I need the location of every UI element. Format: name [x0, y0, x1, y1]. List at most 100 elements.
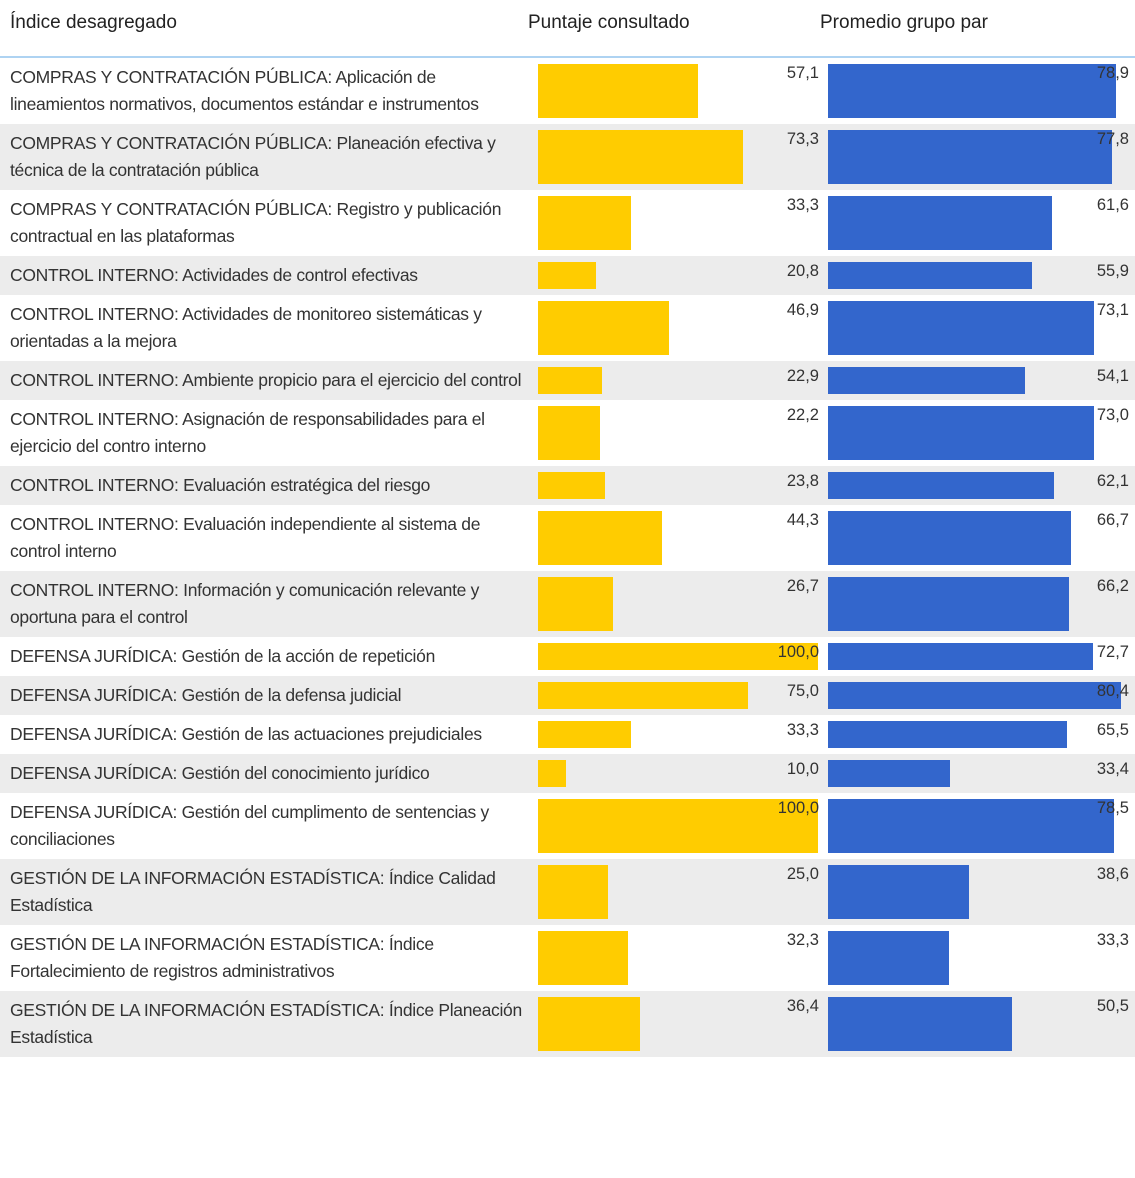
score-bar	[538, 301, 670, 355]
table-row: DEFENSA JURÍDICA: Gestión de la acción d…	[0, 637, 1135, 676]
row-label: GESTIÓN DE LA INFORMACIÓN ESTADÍSTICA: Í…	[10, 934, 434, 981]
peer-cell: 73,1	[828, 295, 1135, 361]
peer-cell: 65,5	[828, 715, 1135, 754]
peer-value: 61,6	[1096, 196, 1129, 214]
peer-cell: 78,9	[828, 58, 1135, 124]
score-cell: 75,0	[538, 676, 828, 715]
peer-bar	[828, 301, 1095, 355]
score-value: 20,8	[786, 262, 819, 280]
row-label: CONTROL INTERNO: Asignación de responsab…	[10, 409, 485, 456]
score-bar	[538, 130, 744, 184]
score-value: 25,0	[786, 865, 819, 883]
peer-bar	[828, 931, 950, 985]
score-cell: 33,3	[538, 190, 828, 256]
score-bar	[538, 64, 698, 118]
table-row: GESTIÓN DE LA INFORMACIÓN ESTADÍSTICA: Í…	[0, 925, 1135, 991]
score-value: 23,8	[786, 472, 819, 490]
table-row: CONTROL INTERNO: Asignación de responsab…	[0, 400, 1135, 466]
peer-value: 38,6	[1096, 865, 1129, 883]
column-header: Índice desagregado	[10, 12, 177, 33]
score-bar	[538, 472, 605, 499]
peer-cell: 61,6	[828, 190, 1135, 256]
peer-cell: 55,9	[828, 256, 1135, 295]
peer-value: 62,1	[1096, 472, 1129, 490]
peer-bar	[828, 799, 1115, 853]
peer-bar	[828, 130, 1112, 184]
header-row: Índice desagregado Puntaje consultado Pr…	[0, 0, 1135, 58]
peer-cell: 54,1	[828, 361, 1135, 400]
score-cell: 25,0	[538, 859, 828, 925]
table-row: CONTROL INTERNO: Actividades de control …	[0, 256, 1135, 295]
row-label: DEFENSA JURÍDICA: Gestión de la acción d…	[10, 646, 436, 666]
score-bar	[538, 682, 748, 709]
score-cell: 32,3	[538, 925, 828, 991]
row-label: DEFENSA JURÍDICA: Gestión del cumpliment…	[10, 802, 489, 849]
score-cell: 44,3	[538, 505, 828, 571]
peer-value: 66,7	[1096, 511, 1129, 529]
score-value: 44,3	[786, 511, 819, 529]
score-cell: 23,8	[538, 466, 828, 505]
peer-cell: 78,5	[828, 793, 1135, 859]
row-label: DEFENSA JURÍDICA: Gestión de la defensa …	[10, 685, 402, 705]
table-row: GESTIÓN DE LA INFORMACIÓN ESTADÍSTICA: Í…	[0, 859, 1135, 925]
table-row: CONTROL INTERNO: Ambiente propicio para …	[0, 361, 1135, 400]
peer-cell: 33,3	[828, 925, 1135, 991]
peer-value: 66,2	[1096, 577, 1129, 595]
table-row: DEFENSA JURÍDICA: Gestión del conocimien…	[0, 754, 1135, 793]
peer-value: 33,4	[1096, 760, 1129, 778]
score-bar	[538, 721, 632, 748]
peer-bar	[828, 406, 1095, 460]
peer-bar	[828, 577, 1070, 631]
peer-value: 80,4	[1096, 682, 1129, 700]
score-bar	[538, 931, 629, 985]
peer-cell: 50,5	[828, 991, 1135, 1057]
row-label: CONTROL INTERNO: Ambiente propicio para …	[10, 370, 522, 390]
peer-bar	[828, 997, 1013, 1051]
score-cell: 36,4	[538, 991, 828, 1057]
peer-bar	[828, 511, 1072, 565]
score-cell: 22,9	[538, 361, 828, 400]
peer-cell: 77,8	[828, 124, 1135, 190]
table-body: COMPRAS Y CONTRATACIÓN PÚBLICA: Aplicaci…	[0, 58, 1135, 1057]
column-header: Puntaje consultado	[528, 12, 690, 33]
peer-value: 72,7	[1096, 643, 1129, 661]
table-row: CONTROL INTERNO: Evaluación estratégica …	[0, 466, 1135, 505]
table-row: DEFENSA JURÍDICA: Gestión de las actuaci…	[0, 715, 1135, 754]
score-value: 75,0	[786, 682, 819, 700]
score-bar	[538, 196, 632, 250]
peer-cell: 66,7	[828, 505, 1135, 571]
score-value: 33,3	[786, 721, 819, 739]
peer-value: 54,1	[1096, 367, 1129, 385]
row-label: CONTROL INTERNO: Información y comunicac…	[10, 580, 480, 627]
row-label: COMPRAS Y CONTRATACIÓN PÚBLICA: Aplicaci…	[10, 67, 479, 114]
score-bar	[538, 577, 613, 631]
score-bar	[538, 865, 608, 919]
score-cell: 33,3	[538, 715, 828, 754]
table-row: CONTROL INTERNO: Actividades de monitore…	[0, 295, 1135, 361]
score-bar	[538, 997, 640, 1051]
row-label: COMPRAS Y CONTRATACIÓN PÚBLICA: Registro…	[10, 199, 502, 246]
peer-cell: 33,4	[828, 754, 1135, 793]
table-row: COMPRAS Y CONTRATACIÓN PÚBLICA: Registro…	[0, 190, 1135, 256]
peer-bar	[828, 262, 1032, 289]
score-cell: 10,0	[538, 754, 828, 793]
table-row: GESTIÓN DE LA INFORMACIÓN ESTADÍSTICA: Í…	[0, 991, 1135, 1057]
table: Índice desagregado Puntaje consultado Pr…	[0, 0, 1135, 1057]
score-value: 26,7	[786, 577, 819, 595]
row-label: GESTIÓN DE LA INFORMACIÓN ESTADÍSTICA: Í…	[10, 1000, 522, 1047]
peer-value: 78,5	[1096, 799, 1129, 817]
peer-value: 55,9	[1096, 262, 1129, 280]
score-bar	[538, 799, 818, 853]
peer-value: 73,1	[1096, 301, 1129, 319]
score-value: 100,0	[777, 643, 819, 661]
score-cell: 100,0	[538, 793, 828, 859]
row-label: DEFENSA JURÍDICA: Gestión del conocimien…	[10, 763, 430, 783]
score-value: 73,3	[786, 130, 819, 148]
table-row: CONTROL INTERNO: Evaluación independient…	[0, 505, 1135, 571]
peer-bar	[828, 472, 1055, 499]
score-bar	[538, 760, 566, 787]
peer-bar	[828, 643, 1093, 670]
score-value: 10,0	[786, 760, 819, 778]
peer-cell: 72,7	[828, 637, 1135, 676]
row-label: CONTROL INTERNO: Actividades de control …	[10, 265, 418, 285]
